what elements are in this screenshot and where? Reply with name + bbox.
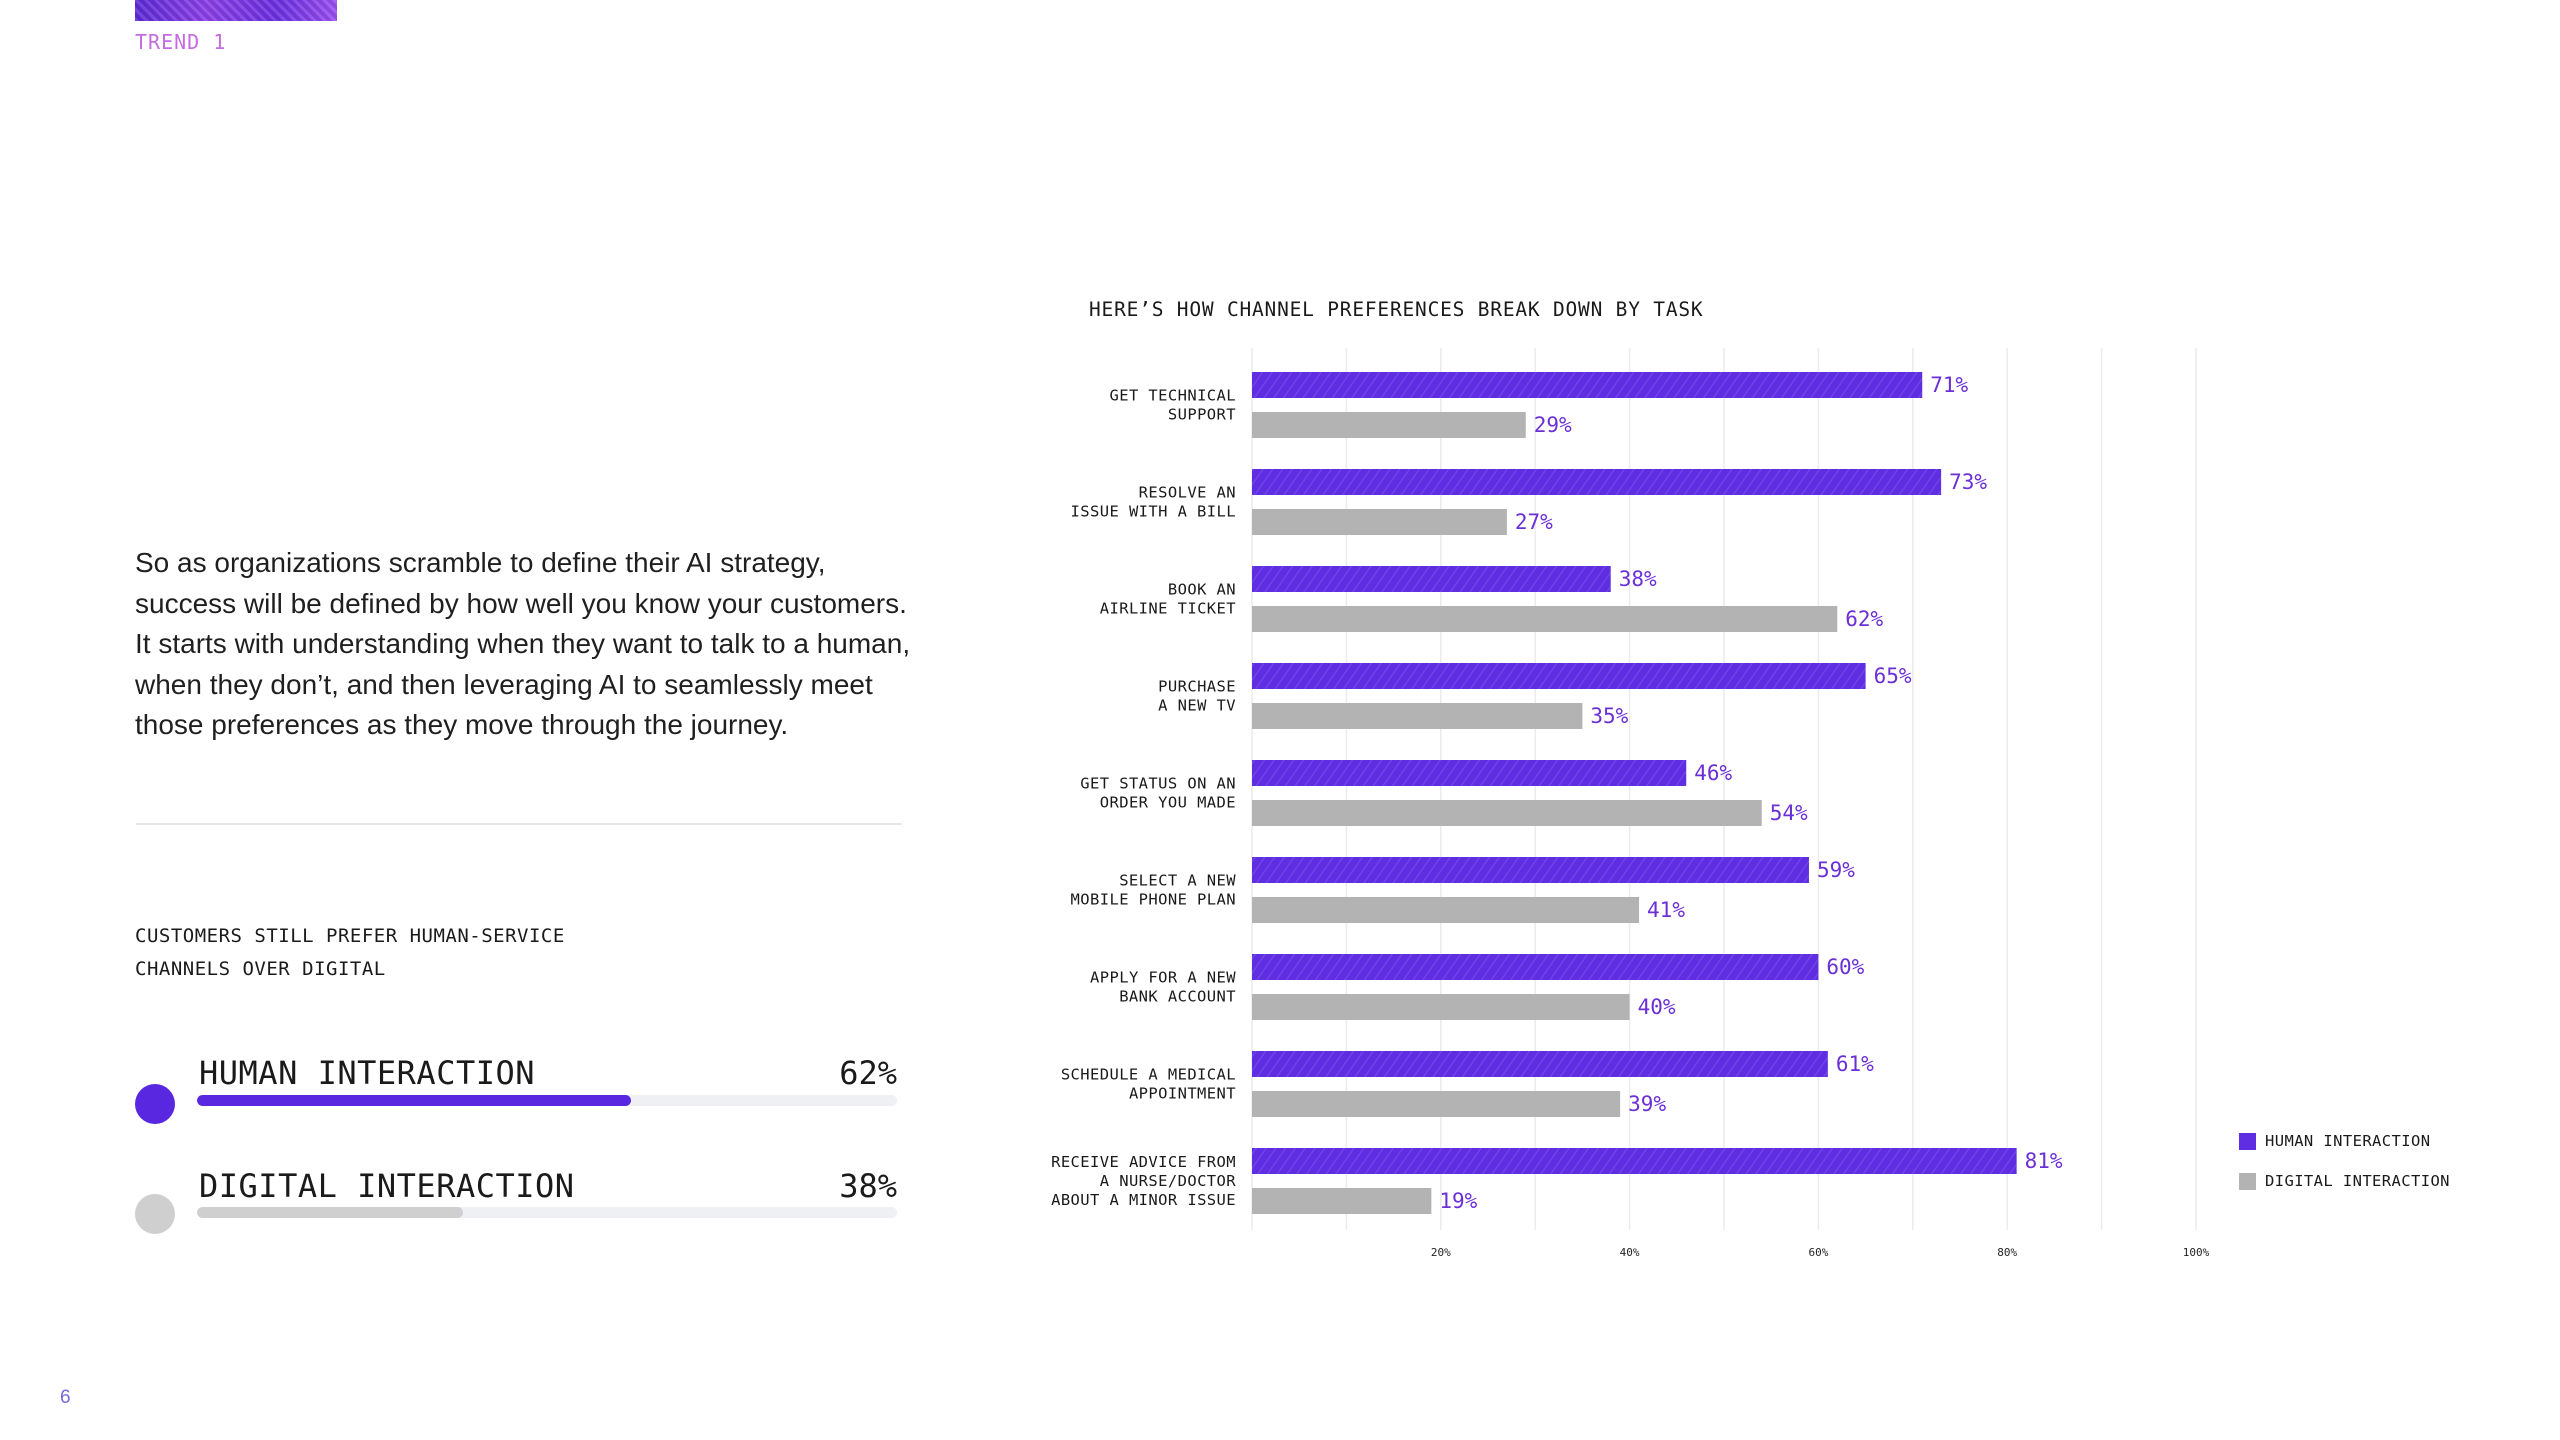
- category-label: ISSUE WITH A BILL: [1071, 503, 1236, 521]
- summary-title-line: CUSTOMERS STILL PREFER HUMAN-SERVICE: [135, 925, 565, 947]
- human-bar-texture: [1252, 760, 1687, 786]
- category-label: BANK ACCOUNT: [1119, 988, 1236, 1006]
- digital-bar: [1252, 1091, 1621, 1117]
- digital-bar: [1252, 800, 1762, 826]
- legend-label: HUMAN INTERACTION: [2265, 1132, 2430, 1150]
- category-label: RESOLVE AN: [1139, 484, 1236, 502]
- page-number: 6: [60, 1387, 71, 1408]
- value-label: 46%: [1694, 761, 1732, 785]
- digital-interaction-metric: DIGITAL INTERACTION 38%: [135, 1167, 897, 1247]
- category-label: AIRLINE TICKET: [1100, 600, 1236, 618]
- category-label: GET TECHNICAL: [1109, 387, 1236, 405]
- digital-bar: [1252, 509, 1507, 535]
- digital-dot-icon: [135, 1194, 175, 1234]
- category-label: SELECT A NEW: [1119, 872, 1236, 890]
- value-label: 29%: [1534, 413, 1572, 437]
- category-label: MOBILE PHONE PLAN: [1071, 891, 1236, 909]
- human-bar-texture: [1252, 1051, 1828, 1077]
- category-label: SUPPORT: [1168, 406, 1236, 424]
- digital-bar: [1252, 606, 1838, 632]
- value-label: 81%: [2025, 1149, 2063, 1173]
- intro-line: It starts with understanding when they w…: [135, 628, 911, 659]
- value-label: 59%: [1817, 858, 1855, 882]
- intro-paragraph: So as organizations scramble to define t…: [135, 543, 915, 746]
- value-label: 35%: [1590, 704, 1628, 728]
- legend-digital-swatch: [2239, 1173, 2256, 1190]
- metric-progress-fill: [197, 1095, 631, 1106]
- category-label: PURCHASE: [1158, 678, 1236, 696]
- digital-bar: [1252, 897, 1640, 923]
- value-label: 54%: [1770, 801, 1808, 825]
- category-label: GET STATUS ON AN: [1080, 775, 1236, 793]
- metric-label: HUMAN INTERACTION: [199, 1054, 536, 1092]
- human-bar-texture: [1252, 1148, 2017, 1174]
- value-label: 39%: [1628, 1092, 1666, 1116]
- category-label: APPOINTMENT: [1129, 1085, 1236, 1103]
- legend-human-swatch: [2239, 1133, 2256, 1150]
- metric-progress-track: [197, 1207, 897, 1218]
- value-label: 27%: [1515, 510, 1553, 534]
- category-label: SCHEDULE A MEDICAL: [1061, 1066, 1236, 1084]
- metric-progress-track: [197, 1095, 897, 1106]
- value-label: 62%: [1845, 607, 1883, 631]
- value-label: 73%: [1949, 470, 1987, 494]
- intro-line: when they don’t, and then leveraging AI …: [135, 668, 873, 700]
- value-label: 19%: [1439, 1189, 1477, 1213]
- category-label: RECEIVE ADVICE FROM: [1051, 1153, 1236, 1171]
- digital-bar: [1252, 703, 1583, 729]
- category-label: ABOUT A MINOR ISSUE: [1051, 1191, 1236, 1209]
- human-bar-texture: [1252, 372, 1923, 398]
- value-label: 65%: [1874, 664, 1912, 688]
- metric-value: 38%: [839, 1167, 897, 1205]
- category-label: ORDER YOU MADE: [1100, 794, 1236, 812]
- digital-bar: [1252, 994, 1630, 1020]
- section-divider: [136, 823, 902, 825]
- human-bar-texture: [1252, 663, 1866, 689]
- human-dot-icon: [135, 1084, 175, 1124]
- value-label: 71%: [1930, 373, 1968, 397]
- trend-banner-image: [135, 0, 337, 21]
- human-bar-texture: [1252, 469, 1942, 495]
- human-bar-texture: [1252, 566, 1611, 592]
- category-label: A NEW TV: [1158, 697, 1236, 715]
- human-bar-texture: [1252, 954, 1819, 980]
- value-label: 41%: [1647, 898, 1685, 922]
- trend-label: TREND 1: [135, 30, 227, 54]
- human-bar-texture: [1252, 857, 1809, 883]
- value-label: 60%: [1826, 955, 1864, 979]
- metric-label: DIGITAL INTERACTION: [199, 1167, 575, 1205]
- value-label: 40%: [1638, 995, 1676, 1019]
- category-label: APPLY FOR A NEW: [1090, 969, 1236, 987]
- x-tick-label: 100%: [2183, 1246, 2210, 1259]
- summary-title-line: CHANNELS OVER DIGITAL: [135, 958, 386, 980]
- metric-value: 62%: [839, 1054, 897, 1092]
- digital-bar: [1252, 412, 1526, 438]
- category-label: BOOK AN: [1168, 581, 1236, 599]
- value-label: 61%: [1836, 1052, 1874, 1076]
- intro-line: So as organizations scramble to define t…: [135, 547, 826, 578]
- x-tick-label: 20%: [1431, 1246, 1451, 1259]
- intro-line: success will be defined by how well you …: [135, 587, 907, 619]
- chart-title: HERE’S HOW CHANNEL PREFERENCES BREAK DOW…: [1089, 298, 1704, 321]
- value-label: 38%: [1619, 567, 1657, 591]
- metric-progress-fill: [197, 1207, 463, 1218]
- category-label: A NURSE/DOCTOR: [1100, 1172, 1237, 1190]
- legend-label: DIGITAL INTERACTION: [2265, 1172, 2450, 1190]
- x-tick-label: 80%: [1997, 1246, 2017, 1259]
- human-interaction-metric: HUMAN INTERACTION 62%: [135, 1054, 897, 1134]
- x-tick-label: 40%: [1620, 1246, 1640, 1259]
- summary-title: CUSTOMERS STILL PREFER HUMAN-SERVICE CHA…: [135, 920, 565, 986]
- intro-line: those preferences as they move through t…: [135, 709, 789, 740]
- x-tick-label: 60%: [1808, 1246, 1828, 1259]
- digital-bar: [1252, 1188, 1432, 1214]
